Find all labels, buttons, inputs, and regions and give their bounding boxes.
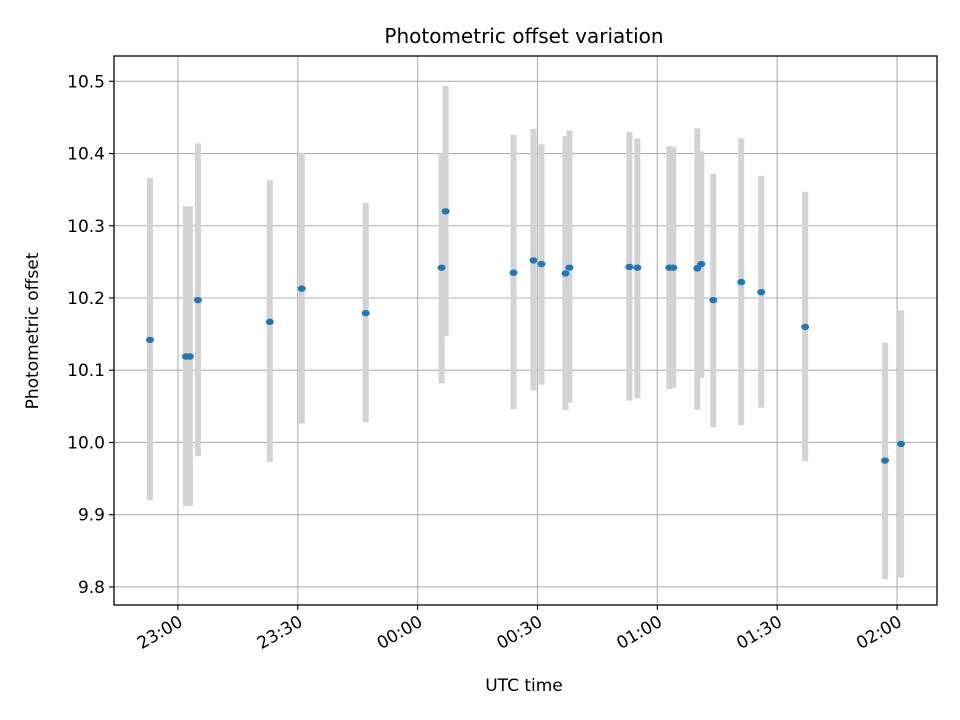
x-tick-label: 23:00 (134, 612, 186, 654)
x-axis-ticks: 23:00 23:30 00:00 00:30 01:00 01:30 02:00 (134, 605, 906, 654)
x-tick-label: 00:00 (374, 612, 426, 654)
y-tick-label: 9.9 (78, 506, 105, 526)
data-point (881, 457, 890, 464)
plot-frame (113, 55, 938, 606)
data-point (897, 440, 906, 448)
y-tick-label: 9.8 (78, 578, 105, 598)
y-tick-label: 10.1 (67, 361, 105, 381)
data-point (757, 289, 766, 296)
x-tick-label: 02:00 (853, 612, 905, 654)
data-point (801, 323, 810, 331)
data-point (529, 257, 538, 264)
data-point (561, 270, 570, 277)
y-axis-label: Photometric offset (23, 252, 43, 409)
data-point (737, 278, 746, 286)
data-point (145, 336, 154, 344)
data-point (565, 264, 574, 271)
data-point (265, 318, 274, 326)
data-point (441, 208, 450, 215)
data-point (185, 353, 194, 360)
data-point (361, 309, 370, 317)
x-tick-label: 00:30 (494, 612, 546, 654)
x-tick-label: 01:30 (733, 612, 785, 654)
data-point (437, 264, 446, 271)
data-point (625, 263, 634, 271)
data-point (193, 296, 202, 304)
y-tick-label: 10.0 (67, 433, 105, 453)
grid (114, 56, 937, 605)
data-point (297, 285, 306, 292)
x-axis-label: UTC time (485, 676, 563, 696)
data-point (669, 264, 678, 271)
data-point (633, 264, 642, 271)
y-axis-ticks: 9.8 9.9 10.0 10.1 10.2 10.3 10.4 10.5 (67, 72, 114, 598)
data-point (537, 260, 546, 268)
y-tick-label: 10.4 (67, 145, 105, 165)
y-tick-label: 10.5 (67, 72, 105, 92)
data-points (145, 208, 906, 464)
x-tick-label: 01:00 (613, 612, 665, 654)
error-bars (146, 85, 905, 579)
data-point (697, 260, 706, 268)
data-point (509, 269, 518, 276)
data-point (709, 296, 718, 304)
x-tick-label: 23:30 (254, 612, 306, 654)
chart-title: Photometric offset variation (384, 24, 663, 48)
y-tick-label: 10.2 (67, 289, 105, 309)
y-tick-label: 10.3 (67, 217, 105, 237)
